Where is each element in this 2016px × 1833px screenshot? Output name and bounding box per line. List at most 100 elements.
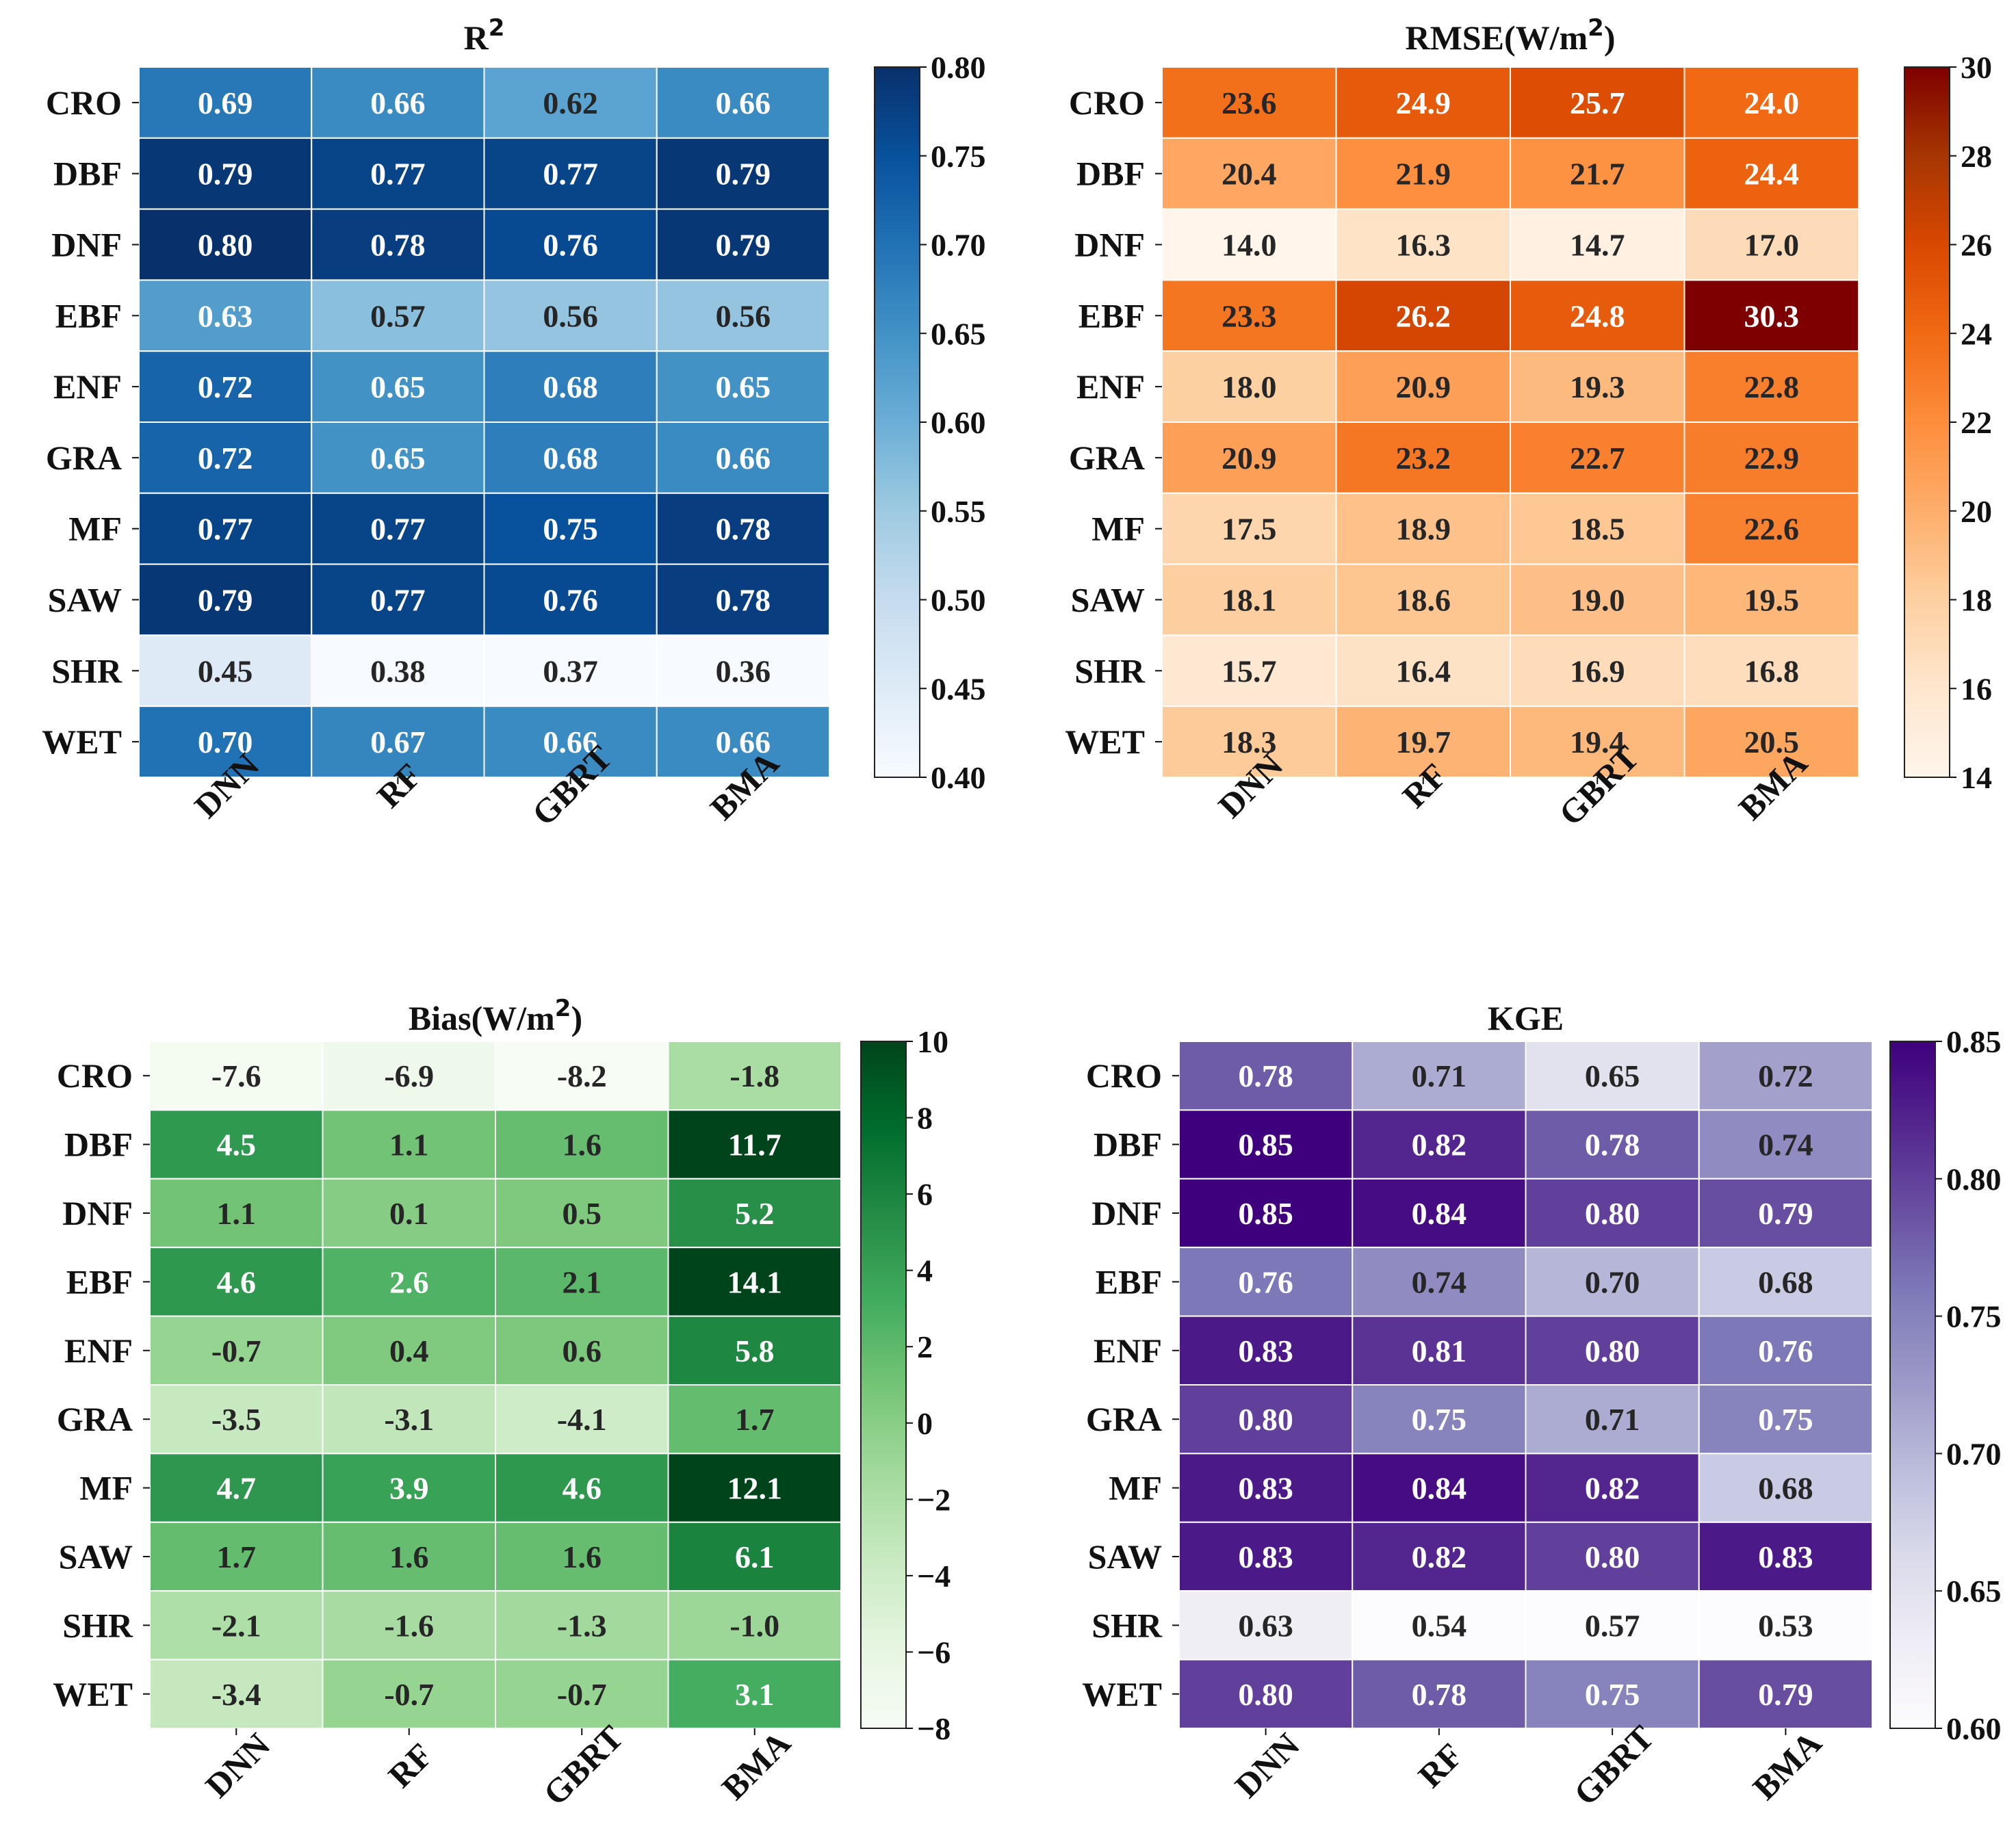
heatmap-cell	[1352, 1247, 1527, 1317]
cell-value-label: 4.6	[563, 1471, 602, 1506]
cell-value-label: 0.77	[370, 157, 426, 192]
cell-value-label: 0.65	[370, 441, 426, 476]
colorbar	[1889, 1041, 1936, 1729]
cell-value-label: 19.3	[1570, 369, 1625, 404]
row-label: WET	[42, 723, 122, 761]
panel-title-end: )	[1604, 18, 1616, 57]
cell-value-label: 0.85	[1238, 1196, 1293, 1231]
cell-value-label: 24.4	[1744, 157, 1800, 192]
colorbar-tick-label: 24	[1961, 316, 1992, 351]
row-label: SHR	[1074, 651, 1146, 690]
cell-value-label: 0.53	[1758, 1608, 1813, 1643]
cell-value-label: 0.37	[543, 653, 598, 688]
cell-value-label: 19.5	[1744, 583, 1800, 618]
heatmap-cell	[1525, 1453, 1700, 1523]
cell-value-label: 0.68	[543, 369, 598, 404]
cell-value-label: 1.6	[389, 1539, 429, 1574]
cell-value-label: 19.0	[1570, 583, 1625, 618]
cell-value-label: 19.7	[1396, 725, 1451, 759]
heatmap-cell	[1335, 563, 1511, 636]
cell-value-label: -1.0	[729, 1608, 779, 1643]
heatmap-panel-greens: Bias(W/m2)-7.6 -6.9 -8.2 -1.84.5 1.1 1.6 11.71…	[53, 995, 951, 1812]
cell-value-label: -7.6	[211, 1058, 261, 1093]
cell-value-label: 18.5	[1570, 512, 1625, 547]
cell-value-label: 0.80	[1585, 1196, 1640, 1231]
cell-value-label: 0.38	[370, 653, 426, 688]
panel-title-superscript: 2	[1588, 14, 1604, 42]
heatmap-cell	[1698, 1521, 1873, 1592]
cell-value-label: 0.65	[716, 369, 771, 404]
cell-value-label: 22.6	[1744, 512, 1800, 547]
heatmap-cell	[138, 279, 313, 352]
panel-title-superscript: 2	[555, 995, 571, 1022]
row-label: DBF	[64, 1126, 133, 1164]
heatmap-cell	[138, 492, 313, 565]
cell-value-label: 24.8	[1570, 298, 1625, 333]
heatmap-cell	[311, 705, 485, 778]
colorbar-tick-label: 26	[1961, 228, 1992, 263]
cell-value-label: 0.69	[198, 86, 253, 120]
colorbar-tick-label: 0.45	[931, 671, 986, 706]
row-label: MF	[1109, 1469, 1162, 1507]
heatmap-cell	[1698, 1453, 1873, 1523]
row-label: CRO	[1086, 1056, 1162, 1095]
heatmap-cell	[495, 1453, 669, 1523]
colorbar	[1904, 66, 1950, 778]
column-label: BMA	[714, 1724, 798, 1807]
row-label: EBF	[66, 1262, 133, 1301]
heatmap-cell	[495, 1247, 669, 1317]
heatmap-cell	[1161, 634, 1337, 707]
heatmap-cell	[311, 66, 485, 139]
heatmap-cell	[483, 705, 658, 778]
colorbar-tick-label: 0.75	[931, 139, 986, 174]
panel-title: KGE	[1488, 999, 1564, 1037]
cell-value-label: 0.84	[1412, 1471, 1467, 1506]
heatmap-cell	[322, 1247, 496, 1317]
cell-value-label: 22.7	[1570, 441, 1625, 476]
cell-value-label: 0.80	[1585, 1539, 1640, 1574]
heatmap-cell	[667, 1247, 842, 1317]
cell-value-label: 5.2	[735, 1196, 775, 1231]
cell-value-label: 1.1	[389, 1128, 429, 1162]
cell-value-label: 0.57	[1585, 1608, 1640, 1643]
cell-value-label: 0.68	[1758, 1264, 1813, 1299]
row-label: WET	[1082, 1675, 1162, 1713]
heatmap-cell	[322, 1659, 496, 1730]
cell-value-label: 0.65	[370, 369, 426, 404]
colorbar-tick-label: 16	[1961, 671, 1992, 706]
heatmap-cell	[322, 1384, 496, 1455]
cell-value-label: 0.76	[543, 228, 598, 263]
cell-value-label: 11.7	[728, 1128, 781, 1162]
heatmap-cell	[483, 421, 658, 494]
heatmap-cell	[495, 1315, 669, 1386]
cell-value-label: 0.80	[1238, 1402, 1293, 1437]
cell-value-label: 0.66	[716, 86, 771, 120]
cell-value-label: 20.5	[1744, 725, 1800, 759]
row-label: DNF	[51, 226, 122, 264]
cell-value-label: 0.76	[1758, 1334, 1813, 1368]
cell-value-label: 0.6	[563, 1334, 602, 1368]
cell-value-label: -0.7	[211, 1334, 261, 1368]
cell-value-label: 20.9	[1222, 441, 1277, 476]
row-label: GRA	[1069, 439, 1145, 477]
heatmap-cell	[138, 705, 313, 778]
cell-value-label: 0.83	[1238, 1334, 1293, 1368]
heatmap-cell	[483, 492, 658, 565]
cell-value-label: 0.1	[389, 1196, 429, 1231]
colorbar-tick-label: 6	[917, 1177, 933, 1212]
heatmap-cell	[149, 1109, 324, 1180]
cell-value-label: 30.3	[1744, 298, 1800, 333]
cell-value-label: 26.2	[1396, 298, 1451, 333]
cell-value-label: 16.4	[1396, 653, 1451, 688]
cell-value-label: 0.79	[1758, 1677, 1813, 1712]
cell-value-label: 0.74	[1412, 1264, 1467, 1299]
heatmap-cell	[322, 1178, 496, 1249]
row-label: EBF	[1078, 296, 1145, 335]
heatmap-cell	[667, 1315, 842, 1386]
cell-value-label: 4.7	[217, 1471, 257, 1506]
heatmap-cell	[656, 705, 830, 778]
cell-value-label: 25.7	[1570, 86, 1625, 120]
cell-value-label: 18.1	[1222, 583, 1277, 618]
heatmap-cell	[667, 1590, 842, 1661]
row-label: DNF	[1074, 226, 1145, 264]
